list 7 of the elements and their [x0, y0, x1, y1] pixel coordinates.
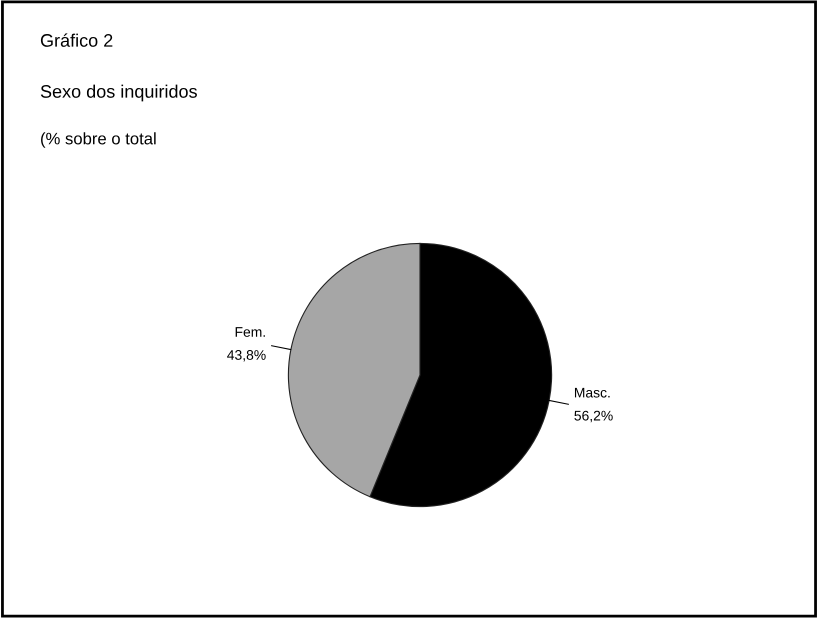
- slice-label: Masc.: [574, 388, 610, 398]
- text: Gráfico 2: [40, 33, 112, 47]
- data-label: 56,2%: [574, 410, 613, 422]
- text: (% sobre o total: [41, 132, 156, 148]
- chart-subtitle: Sexo dos inquiridos: [40, 84, 197, 102]
- data-label: 43,8%: [227, 350, 266, 362]
- slice-label: Fem.: [236, 327, 265, 337]
